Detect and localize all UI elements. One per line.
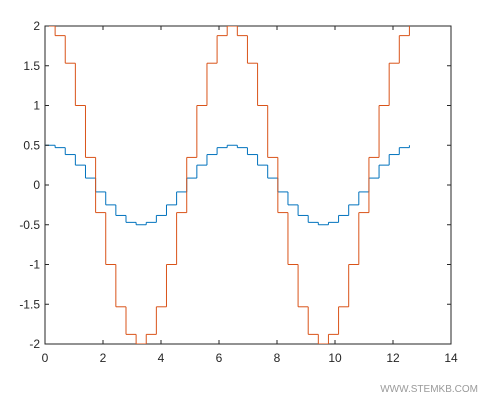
x-tick-label: 12 xyxy=(386,351,400,365)
x-tick-label: 0 xyxy=(42,351,49,365)
y-tick-label: 1.5 xyxy=(23,59,40,73)
x-tick-label: 10 xyxy=(328,351,342,365)
x-tick-label: 2 xyxy=(100,351,107,365)
y-tick-label: 2 xyxy=(33,19,40,33)
y-tick-label: -1 xyxy=(29,258,40,272)
x-tick-label: 8 xyxy=(274,351,281,365)
plot-area xyxy=(45,26,410,344)
y-tick-label: 0 xyxy=(33,178,40,192)
y-tick-label: -2 xyxy=(29,337,40,351)
watermark: WWW.STEMKB.COM xyxy=(380,384,478,395)
x-tick-label: 14 xyxy=(444,351,458,365)
axes-box xyxy=(44,25,452,345)
x-tick-label: 4 xyxy=(158,351,165,365)
y-tick-label: 0.5 xyxy=(23,138,40,152)
y-tick-label: 1 xyxy=(33,99,40,113)
x-tick-label: 6 xyxy=(216,351,223,365)
y-tick-label: -1.5 xyxy=(19,297,40,311)
y-tick-label: -0.5 xyxy=(19,218,40,232)
